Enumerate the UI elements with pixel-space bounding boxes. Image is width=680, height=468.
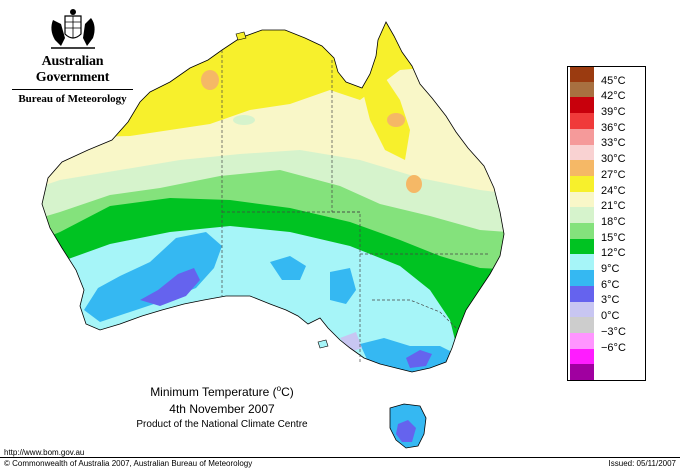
- legend-swatch: [570, 317, 594, 334]
- legend-swatch: [570, 332, 594, 350]
- coastline: [41, 21, 505, 373]
- legend-swatch: [570, 144, 594, 161]
- legend-label: −6°C: [601, 341, 626, 354]
- legend-swatch: [570, 160, 594, 177]
- legend-label: 3°C: [601, 294, 620, 307]
- legend-label: 24°C: [601, 184, 626, 197]
- map-title-degree: o: [276, 384, 282, 393]
- legend-swatch: [570, 81, 594, 98]
- website-link[interactable]: http://www.bom.gov.au: [4, 448, 85, 457]
- bureau-title: Bureau of Meteorology: [18, 93, 127, 105]
- legend-label: 12°C: [601, 247, 626, 260]
- map-date: 4th November 2007: [169, 402, 275, 416]
- legend-label: 36°C: [601, 121, 626, 134]
- legend-swatch: [570, 128, 594, 145]
- legend-swatch: [570, 238, 594, 255]
- tasmania: [389, 403, 427, 449]
- legend-label: 45°C: [601, 74, 626, 87]
- legend-swatch: [570, 175, 594, 193]
- map-title-text: Minimum Temperature (: [150, 385, 277, 399]
- government-logo: Australian Government Bureau of Meteorol…: [10, 8, 135, 105]
- legend-swatch: [570, 364, 594, 381]
- map-title: Minimum Temperature (oC): [122, 384, 322, 399]
- legend-swatch: [570, 301, 594, 318]
- legend-swatch: [570, 66, 594, 83]
- issued-date: Issued: 05/11/2007: [608, 459, 676, 468]
- legend-swatch: [570, 285, 594, 302]
- legend-swatch: [570, 223, 594, 240]
- kangaroo-island: [317, 339, 329, 349]
- legend-label: 21°C: [601, 200, 626, 213]
- state-borders: [221, 50, 490, 364]
- legend-swatch: [570, 191, 594, 208]
- legend-label: 6°C: [601, 278, 620, 291]
- legend-label: 15°C: [601, 231, 626, 244]
- copyright-text: © Commonwealth of Australia 2007, Austra…: [4, 459, 253, 468]
- legend-label: 39°C: [601, 106, 626, 119]
- legend-label: 27°C: [601, 168, 626, 181]
- legend-swatch: [570, 254, 594, 271]
- legend-label: −3°C: [601, 325, 626, 338]
- tiwi-islands: [235, 31, 247, 41]
- legend-label: 18°C: [601, 215, 626, 228]
- legend-swatch: [570, 113, 594, 130]
- legend-swatch: [570, 97, 594, 114]
- map-caption: Minimum Temperature (oC) 4th November 20…: [122, 384, 322, 430]
- map-title-unit: C): [281, 385, 294, 399]
- logo-divider: [12, 89, 133, 90]
- legend-label: 9°C: [601, 263, 620, 276]
- legend-label: 0°C: [601, 310, 620, 323]
- map-product: Product of the National Climate Centre: [136, 419, 308, 430]
- legend-label: 30°C: [601, 153, 626, 166]
- coat-of-arms-icon: [50, 9, 95, 49]
- legend-swatch: [570, 348, 594, 365]
- color-legend: 45°C 42°C 39°C 36°C 33°C 30°C 27°C 24°C 21°C 18°C…: [567, 66, 647, 382]
- legend-swatch: [570, 270, 594, 287]
- government-title: Australian Government: [35, 54, 110, 85]
- legend-label: 33°C: [601, 137, 626, 150]
- legend-swatch: [570, 207, 594, 224]
- footer-divider: [0, 457, 680, 458]
- legend-label: 42°C: [601, 90, 626, 103]
